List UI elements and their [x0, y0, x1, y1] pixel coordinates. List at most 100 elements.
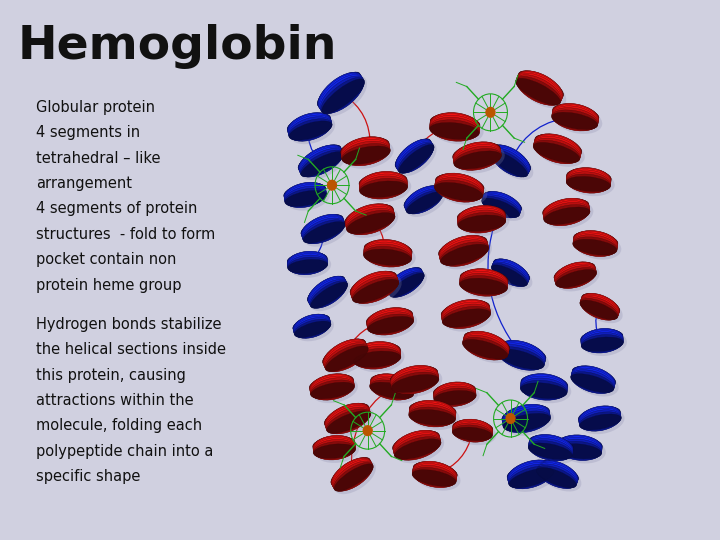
Ellipse shape: [581, 329, 623, 347]
Ellipse shape: [353, 341, 400, 367]
Ellipse shape: [498, 349, 544, 369]
Ellipse shape: [508, 464, 554, 489]
Ellipse shape: [517, 71, 563, 103]
Ellipse shape: [521, 378, 567, 400]
Ellipse shape: [453, 419, 492, 441]
Ellipse shape: [301, 214, 343, 240]
Ellipse shape: [534, 140, 580, 163]
Ellipse shape: [491, 148, 528, 177]
Ellipse shape: [353, 342, 400, 368]
Ellipse shape: [452, 425, 492, 441]
Ellipse shape: [454, 151, 501, 169]
Ellipse shape: [571, 368, 615, 394]
Ellipse shape: [390, 366, 438, 387]
Ellipse shape: [441, 301, 490, 319]
Ellipse shape: [293, 314, 330, 338]
Ellipse shape: [387, 268, 422, 293]
Ellipse shape: [491, 146, 529, 177]
Ellipse shape: [538, 460, 578, 487]
Text: 4 segments in: 4 segments in: [36, 125, 140, 140]
Ellipse shape: [453, 420, 492, 436]
Ellipse shape: [441, 300, 490, 327]
Ellipse shape: [463, 332, 509, 360]
Ellipse shape: [558, 435, 602, 456]
Ellipse shape: [345, 205, 393, 226]
Ellipse shape: [367, 312, 413, 335]
Ellipse shape: [454, 422, 496, 445]
Ellipse shape: [567, 168, 611, 187]
Ellipse shape: [442, 309, 491, 327]
Ellipse shape: [503, 407, 550, 433]
Ellipse shape: [567, 170, 611, 193]
Ellipse shape: [464, 331, 509, 357]
Ellipse shape: [359, 173, 407, 190]
Ellipse shape: [573, 231, 618, 254]
Ellipse shape: [371, 374, 415, 394]
Ellipse shape: [492, 145, 531, 174]
Ellipse shape: [574, 231, 618, 252]
Ellipse shape: [452, 421, 492, 442]
Ellipse shape: [544, 205, 590, 225]
Ellipse shape: [581, 337, 624, 352]
Ellipse shape: [571, 370, 614, 394]
Ellipse shape: [354, 345, 405, 372]
Ellipse shape: [341, 137, 390, 163]
Circle shape: [364, 426, 372, 435]
Ellipse shape: [310, 375, 354, 400]
Ellipse shape: [289, 116, 336, 144]
Ellipse shape: [407, 188, 446, 217]
Ellipse shape: [387, 268, 421, 292]
Ellipse shape: [327, 406, 374, 437]
Ellipse shape: [310, 375, 354, 392]
Ellipse shape: [287, 252, 328, 274]
Ellipse shape: [320, 75, 364, 113]
Ellipse shape: [300, 148, 343, 177]
Ellipse shape: [492, 145, 530, 175]
Ellipse shape: [482, 197, 520, 218]
Ellipse shape: [581, 293, 619, 316]
Ellipse shape: [287, 113, 330, 133]
Ellipse shape: [545, 201, 593, 229]
Ellipse shape: [528, 443, 572, 460]
Ellipse shape: [521, 374, 567, 399]
Ellipse shape: [454, 148, 501, 170]
Ellipse shape: [555, 266, 596, 288]
Ellipse shape: [390, 366, 438, 389]
Ellipse shape: [557, 435, 602, 460]
Ellipse shape: [325, 343, 368, 372]
Ellipse shape: [364, 240, 412, 262]
Ellipse shape: [313, 436, 356, 459]
Ellipse shape: [350, 272, 396, 295]
Ellipse shape: [441, 301, 490, 328]
Ellipse shape: [554, 262, 595, 285]
Ellipse shape: [503, 414, 551, 431]
Ellipse shape: [440, 240, 489, 266]
Ellipse shape: [498, 347, 544, 370]
Ellipse shape: [493, 148, 534, 180]
Ellipse shape: [391, 372, 439, 393]
Ellipse shape: [409, 401, 456, 427]
Ellipse shape: [453, 141, 500, 168]
Ellipse shape: [498, 345, 544, 370]
Ellipse shape: [325, 342, 371, 375]
Ellipse shape: [556, 269, 597, 287]
Ellipse shape: [284, 183, 326, 207]
Ellipse shape: [321, 77, 364, 114]
Ellipse shape: [433, 382, 476, 404]
Ellipse shape: [553, 104, 599, 124]
Ellipse shape: [464, 332, 510, 354]
Ellipse shape: [342, 144, 390, 165]
Ellipse shape: [352, 275, 398, 303]
Ellipse shape: [391, 368, 438, 394]
Ellipse shape: [554, 263, 595, 281]
Ellipse shape: [502, 406, 549, 423]
Ellipse shape: [579, 406, 621, 427]
Ellipse shape: [536, 465, 577, 488]
Ellipse shape: [571, 372, 614, 393]
Ellipse shape: [484, 192, 522, 211]
Ellipse shape: [353, 342, 401, 369]
Ellipse shape: [289, 254, 331, 278]
Ellipse shape: [482, 195, 520, 218]
Ellipse shape: [391, 367, 438, 394]
Ellipse shape: [573, 235, 617, 256]
